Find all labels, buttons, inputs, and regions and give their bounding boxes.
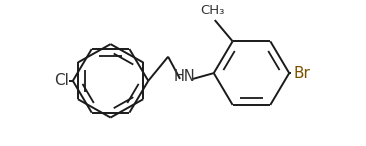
Text: Cl: Cl — [54, 73, 69, 88]
Text: Br: Br — [293, 66, 310, 81]
Text: CH₃: CH₃ — [201, 4, 225, 17]
Text: HN: HN — [174, 69, 196, 85]
